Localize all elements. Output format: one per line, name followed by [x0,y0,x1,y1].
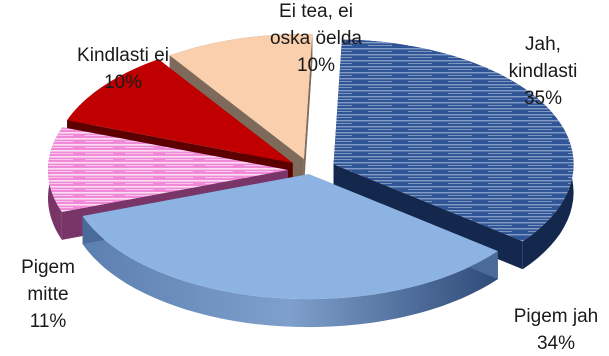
slice-value-label: 34% [537,333,575,354]
slices-layer [48,34,574,328]
slice-value-label: 10% [104,72,142,93]
slice-top-face [333,39,574,242]
slice-category-label: Jah, [525,34,561,55]
labels-layer: Jah, kindlasti 35% Pigem jah 34% Pigem mitte 11… [21,1,598,354]
slice-top-face [48,127,288,212]
slice-top-face [67,59,293,163]
pie-slice [82,174,498,328]
slice-value-label: 10% [297,55,335,76]
slice-label: Pigem mitte 11% [21,257,75,332]
slice-category-label: Pigem jah [514,306,599,327]
slice-top-face [169,34,313,159]
slice-category-label: oska öelda [270,28,362,49]
slice-side-wall [82,216,498,328]
slice-category-label: Pigem [21,257,75,278]
slice-label: Jah, kindlasti 35% [509,34,578,109]
slice-label: Pigem jah 34% [514,306,599,354]
slice-category-label: mitte [27,284,68,305]
slice-label: Kindlasti ei 10% [77,45,169,93]
slice-top-face [82,174,498,300]
slice-category-label: Kindlasti ei [77,45,169,66]
slice-value-label: 11% [30,311,67,332]
slice-category-label: Ei tea, ei [279,1,353,22]
slice-value-label: 35% [524,88,562,109]
slice-category-label: kindlasti [509,61,578,82]
slice-cut-face [303,34,313,187]
slice-label: Ei tea, ei oska öelda 10% [270,1,362,76]
